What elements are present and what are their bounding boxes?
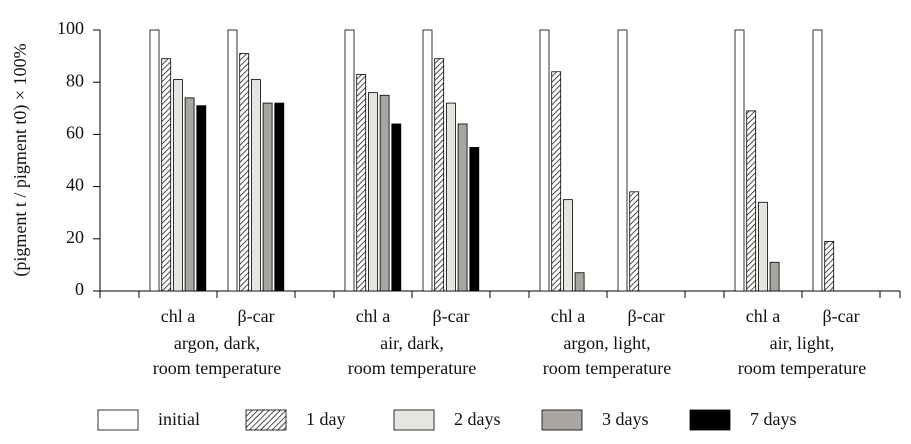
bar: [746, 110, 757, 292]
y-tick-label: 100: [57, 18, 84, 38]
y-tick-label: 80: [66, 70, 84, 90]
group-label: room temperature: [348, 358, 476, 378]
bar: [824, 241, 835, 292]
legend-label: 2 days: [454, 409, 501, 429]
group-label: argon, dark,: [174, 333, 260, 353]
bar: [149, 29, 160, 292]
x-tick-label: chl a: [356, 306, 390, 326]
x-tick-label: β-car: [627, 306, 664, 326]
bar: [391, 123, 402, 292]
bar: [551, 71, 562, 292]
x-tick-label: chl a: [551, 306, 585, 326]
bar: [469, 147, 480, 292]
x-tick-label: chl a: [161, 306, 195, 326]
legend-swatch: [393, 409, 435, 431]
bar: [250, 79, 261, 292]
group-label: room temperature: [738, 358, 866, 378]
bar: [769, 261, 780, 292]
bar: [262, 102, 273, 292]
group-label: argon, light,: [563, 333, 650, 353]
bar: [734, 29, 745, 292]
bar: [812, 29, 823, 292]
x-tick-label: β-car: [822, 306, 859, 326]
y-axis-label: (pigment t / pigment t0) × 100%: [10, 43, 31, 276]
bar: [758, 201, 768, 292]
bar: [457, 123, 468, 292]
group-label: room temperature: [153, 358, 281, 378]
bar: [239, 53, 250, 292]
bar: [629, 191, 640, 292]
bar: [539, 29, 550, 292]
legend-swatch: [245, 409, 287, 431]
legend-label: 1 day: [306, 409, 346, 429]
x-tick-label: chl a: [746, 306, 780, 326]
legend-swatch: [689, 409, 731, 431]
x-tick-label: β-car: [237, 306, 274, 326]
bar: [344, 29, 355, 292]
y-tick-label: 20: [66, 227, 84, 247]
bar: [172, 79, 183, 292]
bar: [422, 29, 433, 292]
bar: [227, 29, 238, 292]
y-tick-label: 60: [66, 123, 84, 143]
legend-label: 3 days: [602, 409, 649, 429]
group-label: room temperature: [543, 358, 671, 378]
y-tick-label: 0: [75, 279, 84, 299]
bar: [367, 92, 378, 292]
bar: [617, 29, 628, 292]
bar: [196, 105, 207, 292]
bar: [356, 73, 367, 292]
legend-label: initial: [158, 409, 200, 429]
x-tick-label: β-car: [432, 306, 469, 326]
bar: [184, 97, 195, 292]
bar: [161, 58, 172, 292]
group-label: air, dark,: [380, 333, 444, 353]
bar: [563, 199, 573, 292]
bar: [379, 94, 390, 292]
bar: [445, 102, 456, 292]
legend-swatch: [541, 409, 583, 431]
bar: [274, 102, 285, 292]
bar: [574, 272, 585, 292]
group-label: air, light,: [770, 333, 835, 353]
legend-swatch: [97, 409, 139, 431]
bar: [434, 58, 445, 292]
y-tick-label: 40: [66, 175, 84, 195]
legend-label: 7 days: [750, 409, 797, 429]
